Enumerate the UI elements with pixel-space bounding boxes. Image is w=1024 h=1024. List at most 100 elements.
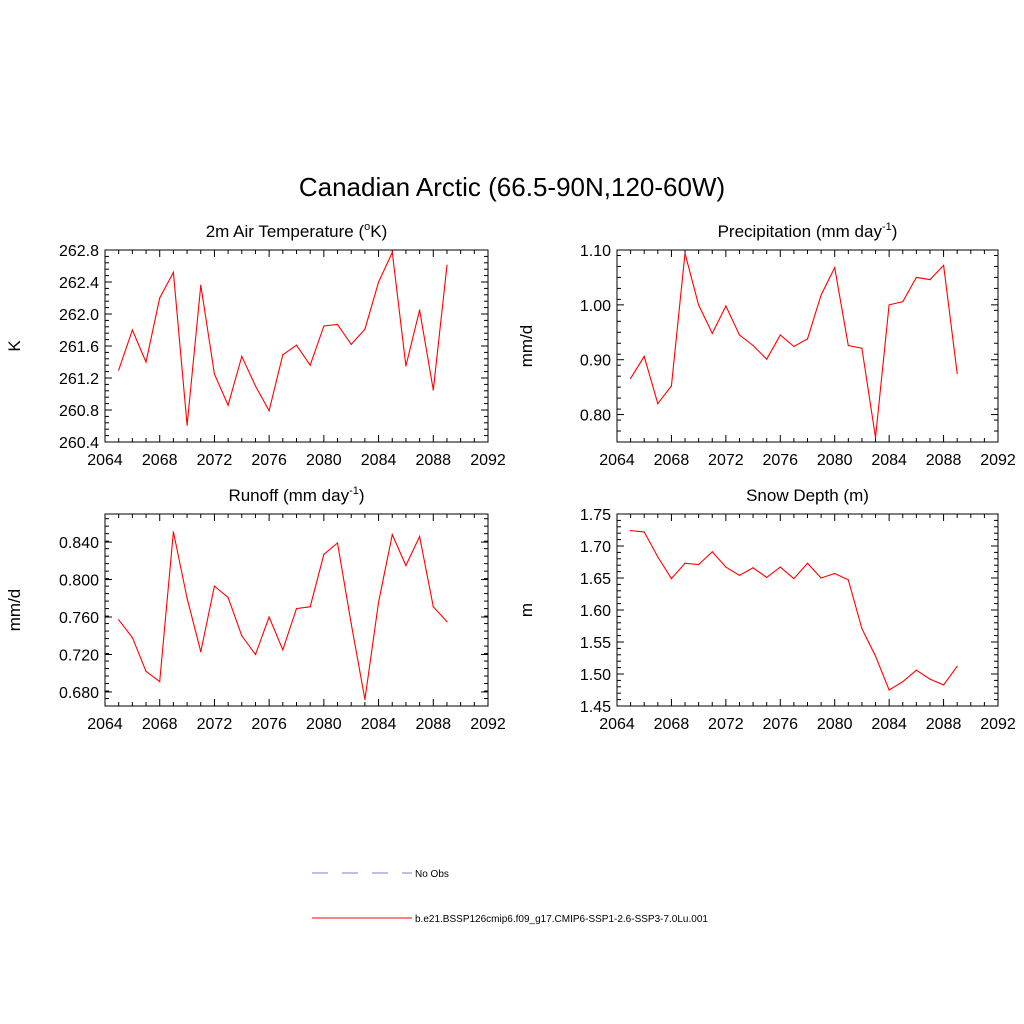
data-point — [200, 284, 202, 286]
data-point — [364, 698, 366, 701]
data-point — [295, 607, 298, 610]
plot-frame — [616, 513, 999, 707]
x-tick-label: 2072 — [197, 452, 233, 469]
y-axis-label: mm/d — [517, 325, 536, 368]
data-point — [847, 579, 849, 581]
x-tick-label: 2068 — [142, 452, 178, 469]
y-tick-label: 0.680 — [59, 685, 99, 702]
panel-title: Snow Depth (m) — [746, 486, 869, 505]
x-tick-label: 2064 — [87, 452, 123, 469]
x-tick-label: 2076 — [251, 716, 287, 733]
data-point — [874, 437, 877, 439]
data-point — [725, 566, 727, 568]
data-point — [630, 377, 632, 379]
x-tick-label: 2092 — [980, 716, 1016, 733]
panel-precipitation: 2064 2068 2072 2076 2080 2084 2088 2092 0.80 0.90… — [517, 221, 1016, 469]
y-tick-label: 1.55 — [580, 635, 611, 652]
data-point — [793, 578, 795, 580]
y-tick-label: 1.45 — [580, 699, 611, 716]
data-point — [942, 684, 945, 686]
data-point — [684, 252, 686, 254]
x-tick-label: 2080 — [306, 452, 342, 469]
y-tick-label: 0.720 — [59, 647, 99, 664]
y-tick-label: 1.10 — [580, 243, 611, 260]
x-tick-label: 2084 — [871, 452, 907, 469]
data-point — [657, 403, 659, 405]
y-tick-label: 261.2 — [59, 371, 99, 388]
data-point — [254, 385, 257, 387]
data-point — [145, 670, 147, 672]
data-point — [915, 669, 917, 671]
data-point — [377, 281, 380, 283]
y-tick-label: 0.80 — [580, 408, 611, 425]
data-point — [309, 606, 311, 608]
data-point — [432, 606, 434, 608]
data-point — [336, 542, 339, 544]
data-point — [861, 627, 863, 630]
y-tick-label: 260.4 — [59, 435, 99, 452]
data-point — [915, 276, 917, 279]
data-point — [752, 567, 754, 569]
data-point — [213, 373, 216, 375]
data-point — [834, 266, 836, 269]
y-tick-label: 1.60 — [580, 603, 611, 620]
data-point — [186, 424, 188, 426]
data-point — [738, 574, 741, 577]
data-point — [643, 531, 645, 533]
x-tick-label: 2080 — [817, 452, 853, 469]
data-point — [118, 619, 120, 621]
data-point — [657, 556, 659, 558]
data-point — [118, 369, 120, 371]
data-point — [956, 665, 958, 667]
y-tick-label: 0.90 — [580, 353, 611, 370]
x-tick-label: 2076 — [762, 452, 798, 469]
data-point — [227, 596, 229, 598]
data-point — [268, 410, 270, 412]
data-point — [711, 332, 713, 334]
series-line — [118, 250, 448, 426]
data-point — [309, 364, 311, 366]
y-tick-label: 262.4 — [59, 275, 99, 292]
y-axis-label: m — [517, 603, 536, 617]
data-point — [186, 597, 188, 599]
data-point — [806, 338, 809, 340]
y-tick-label: 1.75 — [580, 507, 611, 524]
data-point — [738, 334, 741, 336]
data-point — [956, 372, 958, 375]
y-tick-label: 0.840 — [59, 535, 99, 552]
data-point — [766, 576, 768, 578]
x-tick-label: 2080 — [817, 716, 853, 733]
data-point — [241, 635, 243, 637]
data-point — [942, 264, 945, 266]
plot-frame — [616, 249, 999, 443]
data-point — [766, 358, 768, 360]
x-tick-label: 2088 — [926, 716, 962, 733]
panel-air-temperature: 2064 2068 2072 2076 2080 2084 2088 2092 260.4 260… — [5, 221, 506, 469]
data-point — [711, 551, 713, 553]
y-tick-label: 1.65 — [580, 571, 611, 588]
x-tick-label: 2084 — [361, 716, 397, 733]
x-tick-label: 2064 — [599, 716, 635, 733]
x-tick-label: 2088 — [415, 452, 451, 469]
data-point — [323, 325, 325, 327]
data-point — [670, 578, 673, 580]
panel-title: Runoff (mm day-1) — [228, 485, 364, 505]
y-axis-label: mm/d — [5, 589, 24, 632]
data-point — [336, 323, 339, 325]
data-point — [847, 344, 849, 347]
panel-title: Precipitation (mm day-1) — [718, 221, 898, 241]
data-point — [820, 294, 822, 296]
data-point — [834, 572, 836, 575]
data-point — [670, 385, 673, 387]
x-tick-label: 2092 — [980, 452, 1016, 469]
figure-title: Canadian Arctic (66.5-90N,120-60W) — [299, 172, 725, 202]
panel-runoff: 2064 2068 2072 2076 2080 2084 2088 2092 0.680 0.7… — [5, 485, 506, 733]
y-tick-label: 1.70 — [580, 539, 611, 556]
x-tick-label: 2092 — [470, 716, 506, 733]
data-point — [779, 566, 781, 568]
data-point — [131, 637, 133, 639]
y-tick-label: 262.8 — [59, 243, 99, 260]
data-point — [779, 334, 781, 336]
y-tick-label: 0.800 — [59, 573, 99, 590]
